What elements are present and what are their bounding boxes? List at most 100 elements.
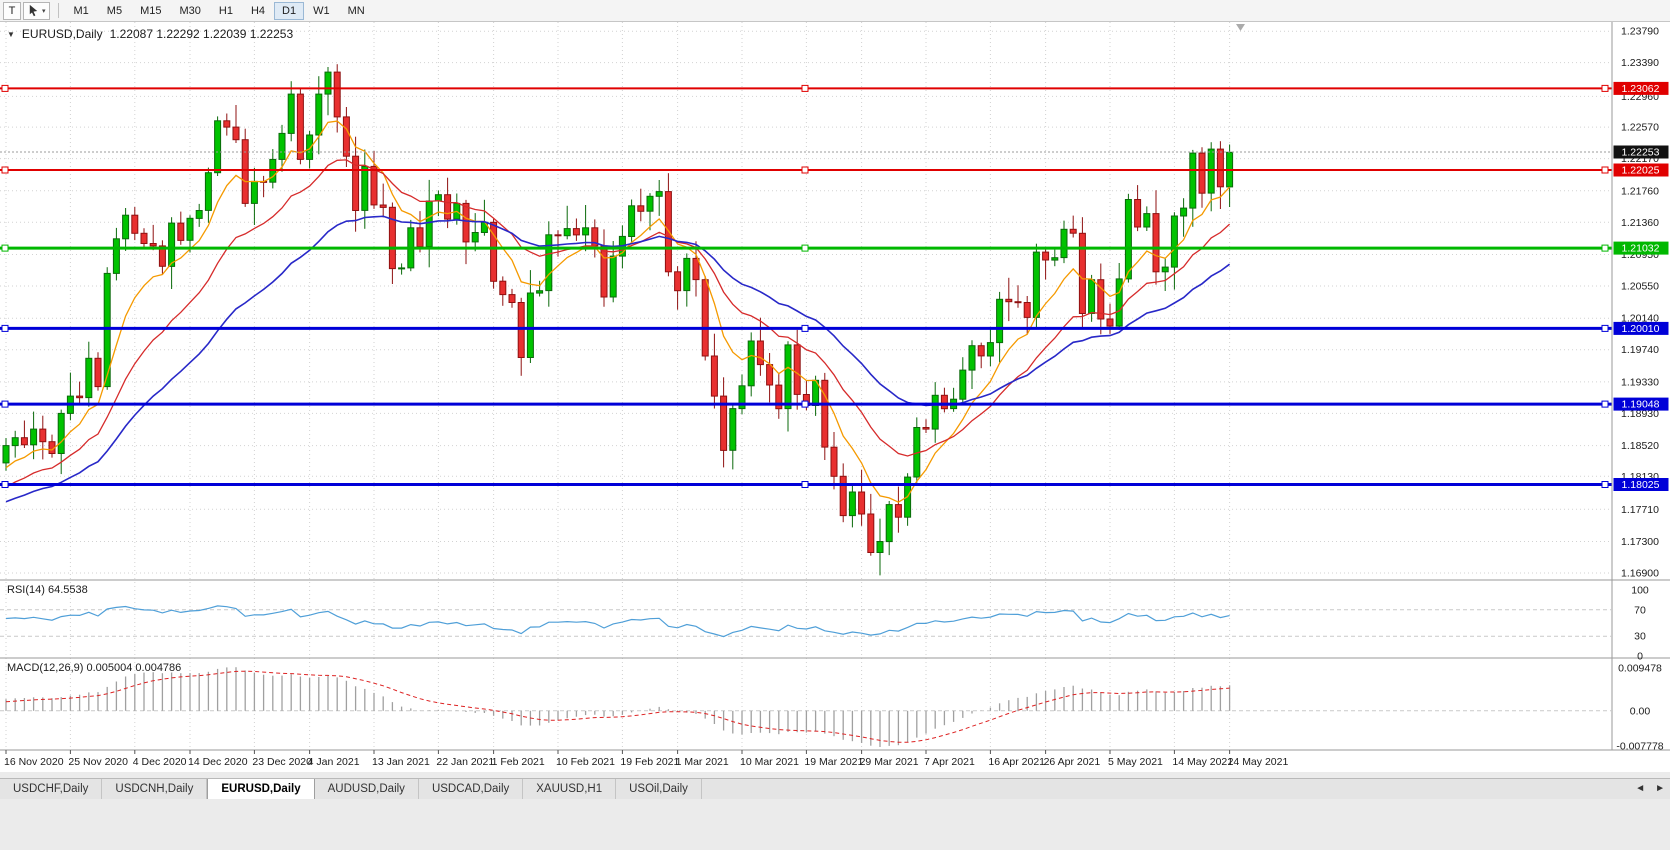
macd-histogram — [5, 667, 1231, 747]
chart-title: ▼ EURUSD,Daily 1.22087 1.22292 1.22039 1… — [7, 27, 293, 41]
chart-ohlc-values: 1.22087 1.22292 1.22039 1.22253 — [109, 27, 294, 41]
candlesticks — [2, 64, 1234, 576]
price-badge-1.20010: 1.20010 — [1613, 321, 1669, 335]
svg-text:25 Nov 2020: 25 Nov 2020 — [68, 756, 128, 768]
hline-handle[interactable] — [1, 166, 9, 174]
hline-1.20010[interactable] — [0, 324, 1612, 332]
svg-text:4 Jan 2021: 4 Jan 2021 — [308, 756, 360, 768]
svg-text:30: 30 — [1634, 631, 1646, 643]
hline-handle[interactable] — [1601, 324, 1609, 332]
hline-1.18025[interactable] — [0, 481, 1612, 488]
hline-handle[interactable] — [1601, 84, 1609, 92]
tab-usdchf-daily[interactable]: USDCHF,Daily — [0, 779, 103, 799]
tab-usoil-daily[interactable]: USOil,Daily — [616, 779, 702, 799]
cursor-tool-button[interactable]: ▾ — [23, 1, 50, 20]
timeframe-button-m30[interactable]: M30 — [179, 4, 201, 17]
timeframe-button-h4[interactable]: H4 — [250, 4, 266, 17]
hline-handle[interactable] — [1601, 166, 1609, 174]
svg-text:1.18930: 1.18930 — [1621, 408, 1659, 420]
svg-text:1 Mar 2021: 1 Mar 2021 — [676, 756, 729, 768]
timeframe-toolbar: M1 M5 M15 M30 H1 H4 D1 W1 MN — [65, 1, 374, 20]
svg-text:1.22025: 1.22025 — [1622, 165, 1660, 177]
hline-handle[interactable] — [1, 324, 9, 332]
svg-text:10 Feb 2021: 10 Feb 2021 — [556, 756, 615, 768]
tab-usdcnh-daily[interactable]: USDCNH,Daily — [102, 779, 208, 799]
svg-text:70: 70 — [1634, 604, 1646, 616]
svg-text:10 Mar 2021: 10 Mar 2021 — [740, 756, 799, 768]
price-badge-1.22025: 1.22025 — [1613, 163, 1669, 177]
hline-handle[interactable] — [801, 84, 809, 92]
svg-text:14 Dec 2020: 14 Dec 2020 — [188, 756, 248, 768]
hline-1.19048[interactable] — [0, 400, 1612, 408]
svg-text:22 Jan 2021: 22 Jan 2021 — [436, 756, 494, 768]
chevron-down-icon: ▾ — [42, 7, 46, 15]
one-click-arrow-icon[interactable]: ▼ — [7, 29, 15, 39]
svg-text:1.18025: 1.18025 — [1622, 479, 1660, 491]
chart-area[interactable]: 1.23790 1.23390 1.22960 1.22570 1.22170 1.217… — [0, 22, 1670, 772]
timeframe-button-m5[interactable]: M5 — [106, 4, 123, 17]
hline-handle[interactable] — [801, 481, 809, 488]
svg-text:1.17300: 1.17300 — [1621, 536, 1659, 548]
svg-text:0: 0 — [1637, 651, 1643, 663]
tab-eurusd-daily[interactable]: EURUSD,Daily — [207, 779, 315, 799]
chart-canvas[interactable]: 1.237901.233901.229601.225701.221701.217… — [0, 22, 1670, 772]
svg-text:1.19330: 1.19330 — [1621, 376, 1659, 388]
hline-handle[interactable] — [1, 481, 9, 488]
chart-shift-marker[interactable] — [1236, 24, 1245, 31]
svg-text:1.21032: 1.21032 — [1622, 243, 1660, 255]
svg-text:1.22253: 1.22253 — [1622, 147, 1660, 159]
rsi-line — [5, 605, 1230, 638]
hline-handle[interactable] — [801, 166, 809, 174]
hline-1.21032[interactable] — [0, 244, 1612, 252]
time-axis[interactable]: 16 Nov 2020 25 Nov 2020 4 Dec 2020 14 Dec 2… — [4, 750, 1288, 768]
svg-text:1.20140: 1.20140 — [1621, 313, 1659, 325]
svg-text:19 Mar 2021: 19 Mar 2021 — [804, 756, 863, 768]
price-badge-1.22253: 1.22253 — [1613, 145, 1669, 159]
svg-text:1.16900: 1.16900 — [1621, 568, 1659, 580]
price-badge-1.18025: 1.18025 — [1613, 478, 1669, 491]
moving-averages — [5, 120, 1231, 503]
timeframe-button-h1[interactable]: H1 — [218, 4, 233, 17]
svg-text:1.21760: 1.21760 — [1621, 185, 1659, 197]
timeframe-button-w1[interactable]: W1 — [313, 4, 330, 17]
svg-text:1.23390: 1.23390 — [1621, 57, 1659, 69]
svg-text:0.00: 0.00 — [1630, 705, 1651, 717]
hline-handle[interactable] — [1, 400, 9, 408]
price-axis[interactable]: 1.237901.233901.229601.225701.221701.217… — [1613, 26, 1669, 580]
svg-text:16 Apr 2021: 16 Apr 2021 — [988, 756, 1045, 768]
cursor-icon — [29, 4, 38, 17]
hline-handle[interactable] — [1601, 400, 1609, 408]
hline-1.22025[interactable] — [0, 166, 1612, 174]
svg-text:1.20010: 1.20010 — [1622, 323, 1660, 335]
macd-signal-line — [5, 670, 1230, 743]
hline-handle[interactable] — [1, 244, 9, 252]
hline-handle[interactable] — [1601, 481, 1609, 488]
svg-text:0.009478: 0.009478 — [1618, 663, 1662, 675]
svg-text:24 May 2021: 24 May 2021 — [1228, 756, 1289, 768]
timeframe-button-m15[interactable]: M15 — [140, 4, 162, 17]
timeframe-button-mn[interactable]: MN — [347, 4, 365, 17]
hline-handle[interactable] — [801, 324, 809, 332]
hline-1.23062[interactable] — [0, 84, 1612, 92]
timeframe-button-d1[interactable]: D1 — [274, 1, 305, 20]
tab-scroll-right-button[interactable]: ► — [1655, 783, 1665, 794]
svg-text:1.22570: 1.22570 — [1621, 122, 1659, 134]
pane-separators[interactable] — [0, 22, 1670, 751]
tab-usdcad-daily[interactable]: USDCAD,Daily — [419, 779, 524, 799]
hline-handle[interactable] — [801, 400, 809, 408]
tab-xauusd-h1[interactable]: XAUUSD,H1 — [523, 779, 617, 799]
tab-audusd-daily[interactable]: AUDUSD,Daily — [315, 779, 419, 799]
text-tool-button[interactable]: T — [3, 1, 21, 20]
svg-text:1.17710: 1.17710 — [1621, 504, 1659, 516]
svg-text:-0.007778: -0.007778 — [1616, 741, 1663, 753]
tab-scroll-left-button[interactable]: ◄ — [1635, 783, 1646, 794]
svg-text:13 Jan 2021: 13 Jan 2021 — [372, 756, 430, 768]
timeframe-button-m1[interactable]: M1 — [73, 4, 89, 17]
rsi-pane: 100 70 30 0 — [0, 585, 1649, 663]
hline-handle[interactable] — [801, 244, 809, 252]
hline-handle[interactable] — [1601, 244, 1609, 252]
macd-label: MACD(12,26,9) 0.005004 0.004786 — [7, 662, 182, 674]
hline-handle[interactable] — [1, 84, 9, 92]
ma-slow-blue — [5, 215, 1231, 503]
